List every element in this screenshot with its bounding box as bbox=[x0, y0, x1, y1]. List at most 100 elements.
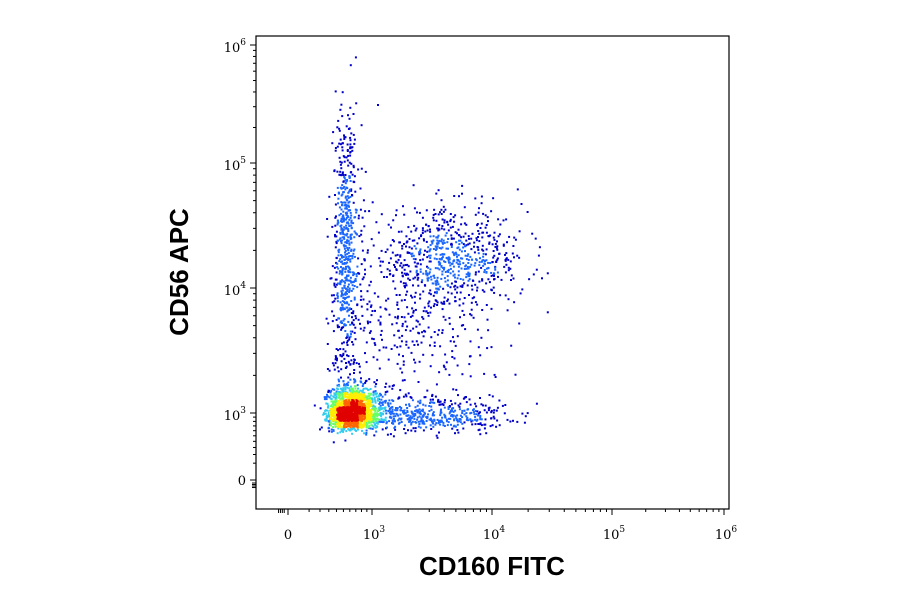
data-point bbox=[343, 286, 346, 289]
data-point bbox=[380, 408, 383, 410]
data-point bbox=[348, 389, 351, 392]
data-point bbox=[496, 245, 499, 248]
data-point bbox=[375, 413, 378, 416]
data-point bbox=[372, 390, 375, 393]
data-point bbox=[426, 256, 429, 259]
data-point bbox=[397, 414, 400, 417]
data-point bbox=[513, 301, 516, 304]
data-point bbox=[355, 393, 358, 396]
data-point bbox=[332, 330, 335, 333]
data-point bbox=[454, 276, 456, 279]
data-point bbox=[354, 408, 357, 411]
data-point bbox=[419, 293, 422, 296]
data-point bbox=[346, 239, 349, 242]
data-point bbox=[336, 384, 339, 387]
data-point bbox=[361, 240, 364, 243]
data-point bbox=[346, 288, 349, 291]
data-point bbox=[369, 404, 372, 407]
data-point bbox=[362, 408, 364, 411]
data-point bbox=[399, 241, 401, 244]
data-point bbox=[359, 283, 362, 286]
data-point bbox=[350, 281, 353, 284]
data-point bbox=[410, 253, 413, 255]
data-point bbox=[340, 309, 343, 312]
data-point bbox=[429, 235, 432, 238]
data-point bbox=[440, 257, 443, 260]
data-point bbox=[401, 334, 404, 337]
data-point bbox=[541, 277, 543, 280]
data-point bbox=[344, 241, 347, 244]
data-point bbox=[332, 426, 334, 429]
data-point bbox=[348, 218, 351, 221]
data-point bbox=[341, 262, 344, 265]
data-point bbox=[475, 419, 478, 422]
data-point bbox=[486, 318, 489, 321]
data-point bbox=[339, 321, 342, 324]
data-point bbox=[350, 249, 353, 252]
data-point bbox=[343, 402, 346, 405]
data-point bbox=[398, 417, 401, 420]
data-point bbox=[471, 297, 474, 300]
data-point bbox=[342, 417, 345, 420]
data-point bbox=[446, 220, 449, 223]
data-point bbox=[340, 430, 343, 432]
data-point bbox=[363, 394, 366, 397]
data-point bbox=[346, 310, 349, 313]
data-point bbox=[350, 189, 353, 192]
data-point bbox=[342, 256, 345, 258]
data-point bbox=[341, 429, 344, 432]
data-point bbox=[359, 327, 362, 330]
data-point bbox=[339, 163, 342, 166]
data-point bbox=[423, 422, 426, 425]
data-point bbox=[480, 222, 483, 225]
data-point bbox=[370, 415, 372, 418]
data-point bbox=[349, 412, 352, 415]
data-point bbox=[467, 258, 470, 261]
data-point bbox=[348, 338, 351, 341]
data-point bbox=[436, 236, 439, 239]
data-point bbox=[479, 418, 482, 421]
data-point bbox=[410, 230, 413, 233]
data-point bbox=[350, 403, 353, 406]
data-point bbox=[458, 408, 461, 411]
data-point bbox=[492, 415, 495, 418]
data-point bbox=[478, 264, 481, 267]
data-point bbox=[343, 395, 346, 398]
data-point bbox=[348, 200, 351, 203]
data-point bbox=[343, 409, 346, 412]
data-point bbox=[403, 316, 406, 319]
data-point bbox=[354, 390, 357, 393]
data-point bbox=[404, 424, 406, 427]
data-point bbox=[355, 401, 358, 404]
data-point bbox=[487, 407, 490, 410]
data-point bbox=[341, 272, 344, 275]
data-point bbox=[347, 285, 349, 288]
data-point bbox=[455, 261, 458, 264]
data-point bbox=[379, 404, 382, 407]
data-point bbox=[419, 401, 422, 404]
data-point bbox=[496, 240, 498, 243]
data-point bbox=[457, 404, 460, 407]
data-point bbox=[336, 326, 339, 329]
data-point bbox=[359, 410, 362, 413]
data-point bbox=[350, 300, 353, 302]
data-point bbox=[346, 246, 349, 249]
data-point bbox=[349, 195, 352, 198]
data-point bbox=[494, 242, 497, 245]
data-point bbox=[336, 324, 339, 327]
data-point bbox=[335, 215, 337, 218]
data-point bbox=[371, 401, 374, 404]
data-point bbox=[340, 224, 343, 227]
data-point bbox=[369, 265, 372, 268]
data-point bbox=[400, 407, 403, 409]
data-point bbox=[482, 249, 485, 252]
data-point bbox=[440, 258, 443, 261]
data-point bbox=[430, 408, 433, 411]
data-point bbox=[332, 131, 335, 134]
data-point bbox=[434, 213, 437, 215]
data-point bbox=[518, 256, 521, 259]
data-point bbox=[447, 291, 450, 294]
data-point bbox=[505, 263, 508, 266]
data-point bbox=[421, 258, 424, 261]
data-point bbox=[465, 401, 468, 404]
